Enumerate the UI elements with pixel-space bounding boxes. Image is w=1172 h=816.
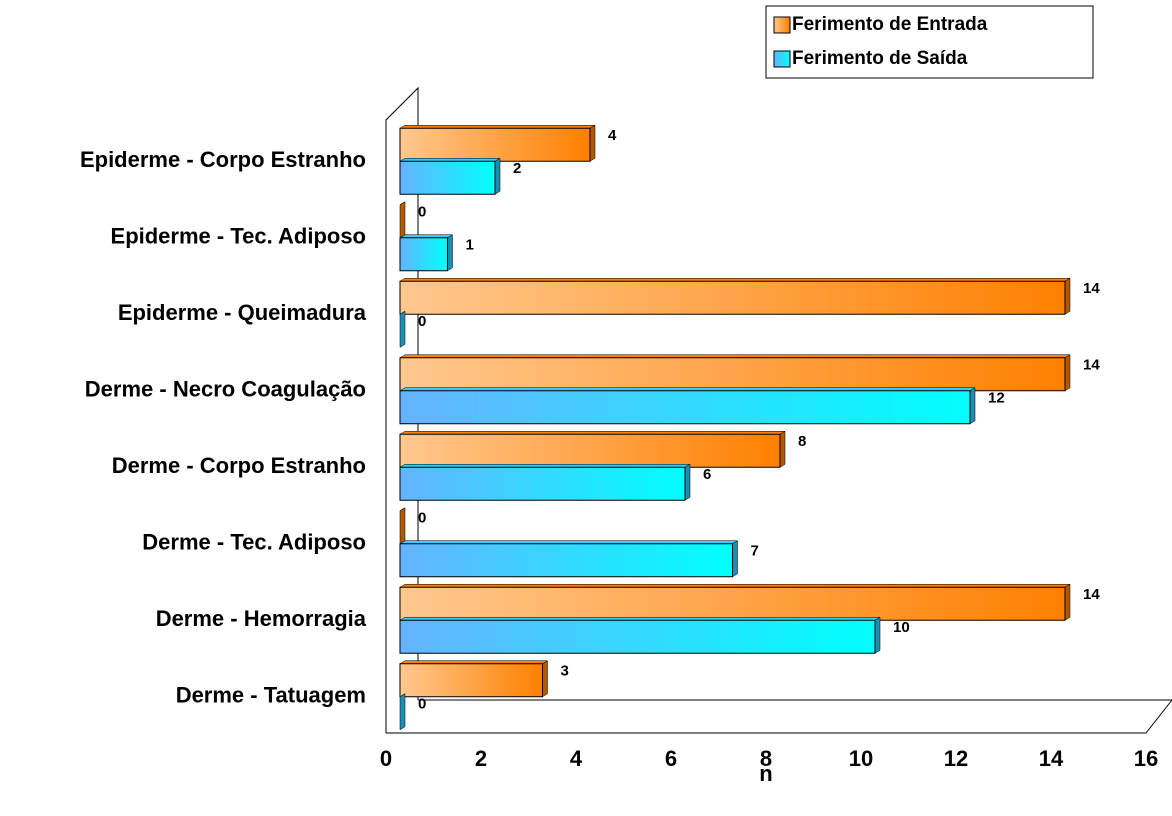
legend-swatch <box>773 50 791 68</box>
x-tick-label: 4 <box>570 746 583 771</box>
bar <box>399 357 1066 392</box>
value-label: 6 <box>703 466 711 483</box>
value-label: 3 <box>561 663 569 680</box>
category-label: Epiderme - Tec. Adiposo <box>111 224 366 249</box>
bar-side <box>399 310 406 348</box>
x-tick-label: 14 <box>1039 746 1064 771</box>
value-label: 14 <box>1083 586 1100 603</box>
bar <box>399 663 543 698</box>
bar-side <box>1064 583 1071 621</box>
value-label: 8 <box>798 433 806 450</box>
value-label: 12 <box>988 390 1005 407</box>
bar-side <box>969 387 976 425</box>
bar-side <box>399 693 406 731</box>
x-tick-label: 2 <box>475 746 487 771</box>
x-axis-label: n <box>759 761 772 786</box>
bar <box>399 466 686 501</box>
bar-side <box>1064 354 1071 392</box>
bar-side <box>1064 277 1071 315</box>
bar-side <box>399 201 406 239</box>
value-label: 1 <box>466 237 474 254</box>
bar <box>399 433 781 468</box>
category-label: Derme - Tec. Adiposo <box>142 530 366 555</box>
bar-side <box>447 234 453 272</box>
category-label: Epiderme - Queimadura <box>118 300 367 325</box>
value-label: 10 <box>893 619 910 636</box>
value-label: 7 <box>751 543 759 560</box>
category-label: Derme - Necro Coagulação <box>85 377 366 402</box>
value-label: 0 <box>418 510 426 527</box>
value-label: 0 <box>418 313 426 330</box>
category-label: Derme - Hemorragia <box>156 606 367 631</box>
bar <box>399 543 733 578</box>
bar-side <box>779 430 786 468</box>
x-tick-label: 12 <box>944 746 968 771</box>
legend-label: Ferimento de Entrada <box>792 14 988 35</box>
bar <box>399 586 1066 621</box>
legend-box <box>765 5 1094 79</box>
bar <box>399 160 496 195</box>
legend-swatch <box>773 16 791 34</box>
bar <box>399 390 971 425</box>
value-label: 0 <box>418 204 426 221</box>
x-tick-label: 0 <box>380 746 392 771</box>
legend-label: Ferimento de Saída <box>792 48 968 69</box>
legend <box>765 5 1094 79</box>
value-label: 14 <box>1083 357 1100 374</box>
floor <box>386 699 1172 734</box>
bar <box>399 619 876 654</box>
category-label: Derme - Corpo Estranho <box>112 453 366 478</box>
bar <box>399 280 1066 315</box>
x-tick-label: 10 <box>849 746 873 771</box>
x-tick-label: 16 <box>1134 746 1158 771</box>
bar-side <box>874 616 881 654</box>
bar-side <box>732 540 738 578</box>
x-tick-label: 6 <box>665 746 677 771</box>
value-label: 0 <box>418 696 426 713</box>
bar-side <box>542 660 548 698</box>
bar-side <box>684 463 691 501</box>
bar-side <box>494 157 501 195</box>
bar-side <box>399 507 406 545</box>
category-label: Epiderme - Corpo Estranho <box>80 147 366 172</box>
bar <box>399 237 448 272</box>
bar-side <box>589 124 596 162</box>
value-label: 2 <box>513 160 521 177</box>
category-label: Derme - Tatuagem <box>176 683 366 708</box>
value-label: 14 <box>1083 280 1100 297</box>
bar <box>399 127 591 162</box>
x-tick-label: 8 <box>760 746 772 771</box>
value-label: 4 <box>608 127 617 144</box>
